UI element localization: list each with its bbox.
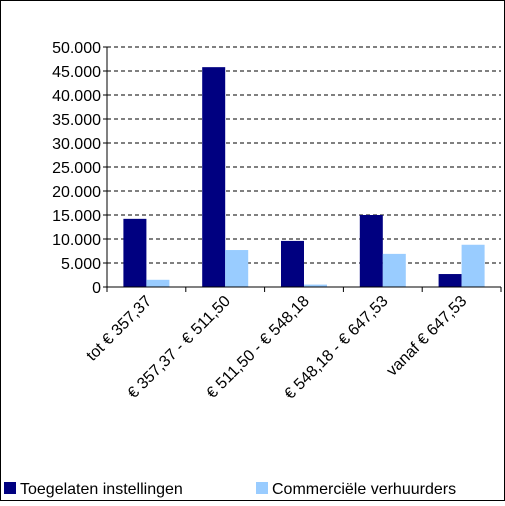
bar [123,218,147,287]
y-tick-label: 45.000 [52,64,101,81]
bar [382,253,406,287]
bar [461,244,485,287]
legend-swatch [4,482,16,494]
y-tick-label: 15.000 [52,208,101,225]
bar [438,274,462,287]
legend-label: Toegelaten instellingen [20,481,183,498]
y-tick-label: 10.000 [52,232,101,249]
bar [225,250,249,287]
y-tick-label: 25.000 [52,160,101,177]
bar [202,67,226,287]
bar [281,240,304,287]
y-tick-label: 35.000 [52,112,101,129]
y-tick-label: 40.000 [52,88,101,105]
bar [146,279,170,287]
bar [359,215,383,287]
y-tick-label: 50.000 [52,40,101,57]
y-tick-label: 0 [92,280,101,297]
legend-swatch [256,482,268,494]
legend-label: Commerciële verhuurders [272,481,456,498]
y-tick-label: 30.000 [52,136,101,153]
bar [304,284,327,287]
y-tick-label: 5.000 [61,256,101,273]
y-tick-label: 20.000 [52,184,101,201]
